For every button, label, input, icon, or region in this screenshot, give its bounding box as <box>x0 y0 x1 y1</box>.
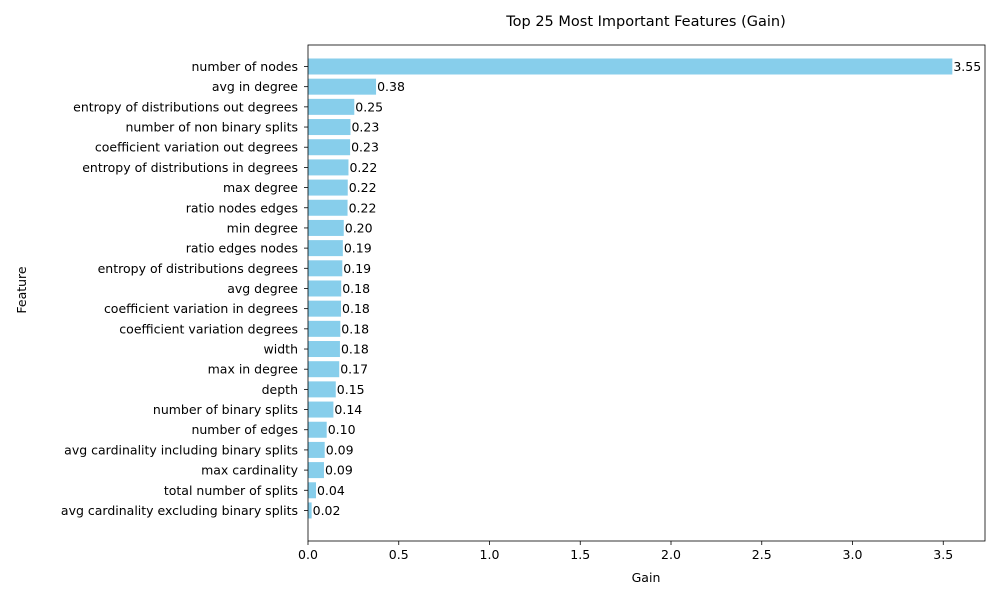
bar <box>308 300 342 317</box>
y-tick-label: ratio nodes edges <box>186 200 298 215</box>
bar <box>308 159 349 176</box>
bar <box>308 280 342 297</box>
y-tick-label: avg in degree <box>212 79 298 94</box>
bar <box>308 260 343 277</box>
bar-value-label: 0.14 <box>334 402 362 417</box>
bar <box>308 502 312 519</box>
bar <box>308 179 348 196</box>
bar-value-label: 3.55 <box>953 59 981 74</box>
y-tick-label: avg degree <box>227 281 298 296</box>
y-tick-label: number of edges <box>191 422 298 437</box>
y-tick-label: total number of splits <box>164 483 298 498</box>
bar <box>308 482 316 499</box>
x-tick-label: 1.0 <box>480 547 500 562</box>
bar <box>308 240 343 257</box>
bar <box>308 199 348 216</box>
bar-value-label: 0.22 <box>349 200 377 215</box>
x-tick-label: 3.0 <box>843 547 863 562</box>
bar <box>308 401 334 418</box>
y-tick-label: coefficient variation out degrees <box>95 140 298 155</box>
bar-value-label: 0.17 <box>340 362 368 377</box>
bar-value-label: 0.02 <box>313 503 341 518</box>
bar <box>308 78 377 95</box>
x-tick-label: 2.5 <box>752 547 772 562</box>
y-tick-label: number of non binary splits <box>125 120 298 135</box>
x-axis-label: Gain <box>632 570 661 585</box>
bar-value-label: 0.10 <box>328 422 356 437</box>
y-tick-label: depth <box>262 382 298 397</box>
y-tick-label: min degree <box>227 220 299 235</box>
bar-value-label: 0.20 <box>345 220 373 235</box>
bar <box>308 219 344 236</box>
y-tick-label: coefficient variation in degrees <box>104 301 298 316</box>
bar <box>308 119 351 136</box>
y-tick-label: max in degree <box>208 362 299 377</box>
bar <box>308 58 953 75</box>
bars-layer <box>308 58 953 519</box>
bar-value-label: 0.04 <box>317 483 345 498</box>
bar-value-label: 0.22 <box>349 180 377 195</box>
bar <box>308 139 351 156</box>
bar-value-label: 0.09 <box>325 463 353 478</box>
y-tick-label: number of binary splits <box>153 402 298 417</box>
bar-value-label: 0.18 <box>342 301 370 316</box>
bar-value-label: 0.09 <box>326 442 354 457</box>
bar-value-label: 0.19 <box>343 261 371 276</box>
y-tick-label: entropy of distributions degrees <box>98 261 298 276</box>
y-tick-label: avg cardinality excluding binary splits <box>61 503 298 518</box>
value-labels-layer: 3.55 0.38 0.25 0.23 0.23 0.22 0.22 0.22 0.20 0.19… <box>313 59 982 518</box>
bar-value-label: 0.23 <box>351 140 379 155</box>
bar-value-label: 0.19 <box>344 241 372 256</box>
bar <box>308 462 324 479</box>
x-tick-label: 1.5 <box>570 547 590 562</box>
bar <box>308 441 325 458</box>
x-tick-label: 0.5 <box>389 547 409 562</box>
x-tick-label: 2.0 <box>661 547 681 562</box>
y-tick-label: max cardinality <box>201 463 298 478</box>
bar-value-label: 0.25 <box>355 99 383 114</box>
x-ticks-layer: 0.0 0.5 1.0 1.5 2.0 2.5 3.0 3.5 <box>298 541 953 562</box>
bar <box>308 320 341 337</box>
bar <box>308 381 336 398</box>
y-tick-label: avg cardinality including binary splits <box>64 442 298 457</box>
y-ticks-layer: number of nodes avg in degree entropy of d… <box>61 59 308 518</box>
plot-frame <box>307 44 986 542</box>
y-tick-label: coefficient variation degrees <box>119 321 298 336</box>
x-tick-label: 0.0 <box>298 547 318 562</box>
bar-value-label: 0.23 <box>351 120 379 135</box>
y-tick-label: entropy of distributions in degrees <box>82 160 298 175</box>
x-tick-label: 3.5 <box>933 547 953 562</box>
bar <box>308 98 355 115</box>
chart-title: Top 25 Most Important Features (Gain) <box>505 14 785 30</box>
y-tick-label: max degree <box>223 180 298 195</box>
y-tick-label: ratio edges nodes <box>186 241 298 256</box>
y-tick-label: number of nodes <box>192 59 299 74</box>
bar-value-label: 0.18 <box>341 321 369 336</box>
bar <box>308 341 340 358</box>
bar-value-label: 0.18 <box>342 281 370 296</box>
bar-value-label: 0.22 <box>349 160 377 175</box>
bar-value-label: 0.18 <box>341 342 369 357</box>
y-tick-label: width <box>264 342 298 357</box>
y-tick-label: entropy of distributions out degrees <box>73 99 298 114</box>
bar-value-label: 0.15 <box>337 382 365 397</box>
bar-value-label: 0.38 <box>377 79 405 94</box>
y-axis-label: Feature <box>14 266 29 314</box>
bar <box>308 421 327 438</box>
axes-frame <box>307 44 986 542</box>
bar <box>308 361 340 378</box>
